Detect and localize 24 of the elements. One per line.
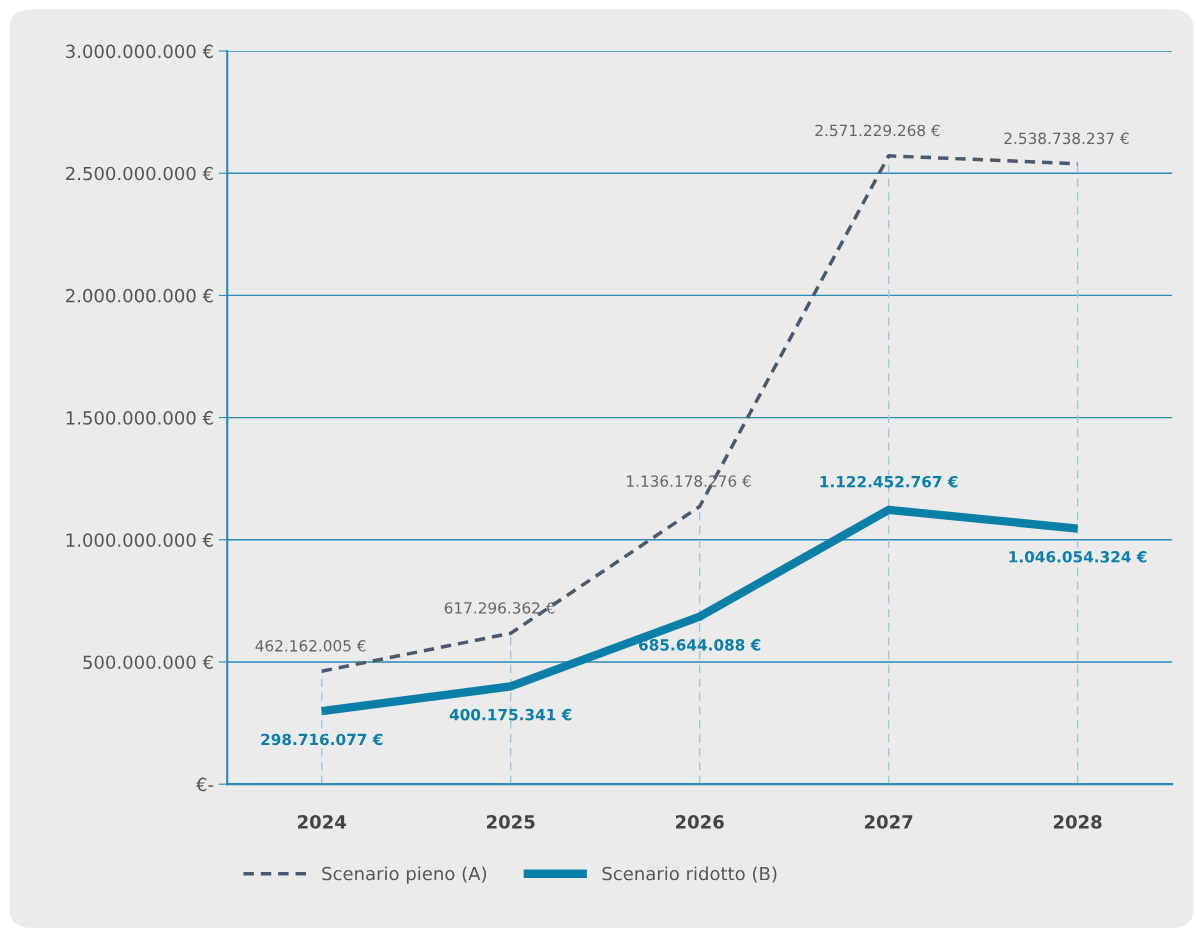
x-tick-label: 2024 [298, 815, 347, 829]
y-tick-label: €- [196, 777, 214, 792]
legend-label: Scenario pieno (A) [322, 866, 487, 884]
y-tick-label: 1.000.000.000 € [66, 533, 213, 547]
y-tick-label: 1.500.000.000 € [66, 411, 213, 425]
y-tick-label: 3.000.000.000 € [66, 44, 213, 59]
x-tick-label: 2028 [1053, 815, 1102, 829]
data-label: 1.046.054.324 € [1009, 551, 1147, 563]
x-tick-label: 2026 [675, 815, 724, 829]
data-label: 2.538.738.237 € [1004, 132, 1129, 145]
data-label: 298.716.077 € [261, 733, 383, 746]
data-label: 617.296.362 € [444, 602, 555, 614]
x-tick-label: 2025 [486, 815, 535, 829]
data-label: 2.571.229.268 € [815, 124, 940, 137]
x-tick-label: 2027 [864, 815, 913, 829]
data-label: 400.175.341 € [449, 708, 572, 721]
data-label: 462.162.005 € [255, 640, 366, 652]
data-label: 1.136.178.276 € [627, 475, 751, 487]
legend-label: Scenario ridotto (B) [602, 866, 777, 883]
y-tick-label: 2.500.000.000 € [66, 166, 213, 181]
y-tick-label: 2.000.000.000 € [66, 288, 213, 303]
data-label: 685.644.088 € [639, 639, 761, 651]
y-tick-label: 500.000.000 € [83, 655, 213, 670]
data-label: 1.122.452.767 € [820, 475, 958, 488]
